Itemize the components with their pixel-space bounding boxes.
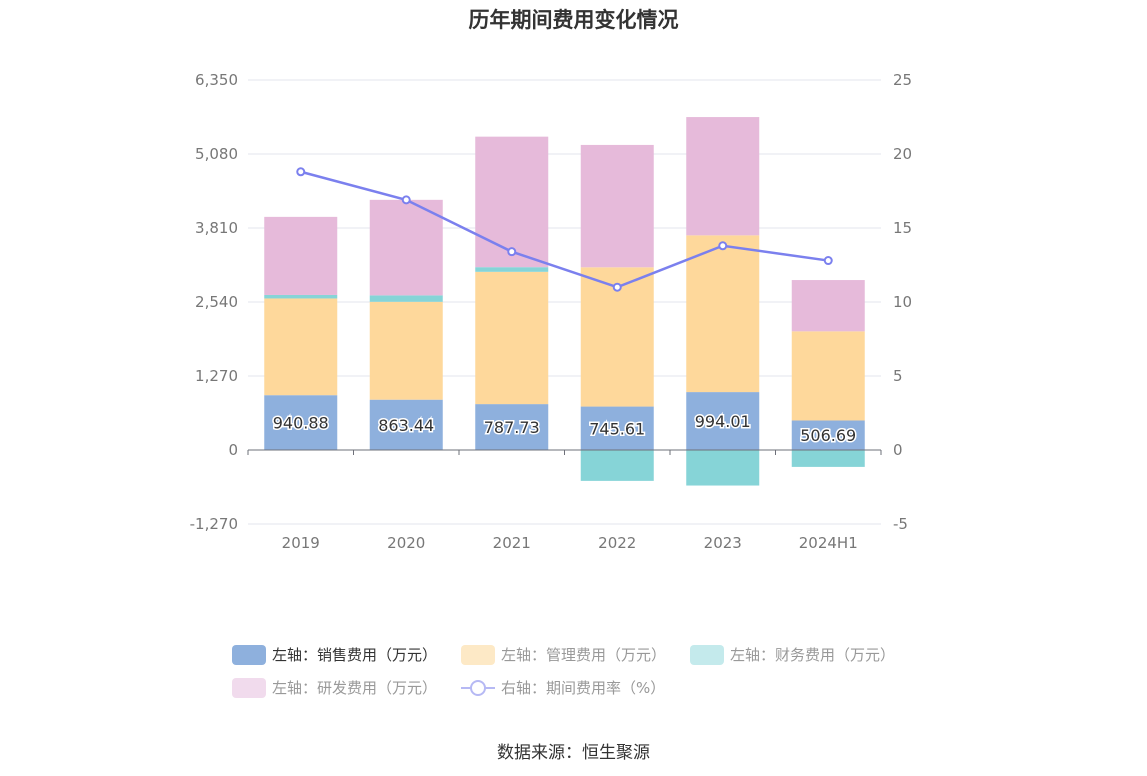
bar-series [264, 117, 865, 486]
bar-admin [264, 298, 338, 396]
bar-sales [369, 399, 443, 450]
left-tick-label: 5,080 [195, 145, 238, 163]
bar-rd [686, 117, 760, 236]
rate-point [296, 167, 306, 177]
left-tick-label: 3,810 [195, 219, 238, 237]
chart-title: 历年期间费用变化情况 [468, 8, 679, 32]
x-axis-ticks: 2019 2020 2021 2022 2023 2024H1 [282, 534, 858, 552]
rate-point [507, 247, 517, 257]
bar-value-labels: 940.88 863.44 787.73 745.61 994.01 506.69 [271, 411, 857, 447]
bar-admin [369, 301, 443, 400]
legend-label-rate: 右轴：期间费用率（%） [501, 679, 666, 697]
bar-rd [791, 280, 865, 332]
x-tick-label: 2023 [704, 534, 742, 552]
bar-finance [369, 295, 443, 302]
x-tick-label: 2019 [282, 534, 320, 552]
legend-item-rate[interactable]: 右轴：期间费用率（%） [461, 677, 665, 698]
bar-value-label: 863.44 [378, 416, 434, 435]
right-tick-label: 15 [893, 219, 912, 237]
bar-sales [475, 404, 549, 450]
data-source: 数据来源：恒生聚源 [497, 743, 650, 763]
x-tick-label: 2020 [387, 534, 425, 552]
bar-admin [686, 235, 760, 393]
bar-admin [791, 331, 865, 421]
rate-point [612, 282, 622, 292]
legend: 左轴：销售费用（万元） 左轴：管理费用（万元） 左轴：财务费用（万元） 左轴：研… [232, 638, 932, 704]
x-tick-label: 2021 [493, 534, 531, 552]
chart-plot: 940.88 863.44 787.73 745.61 994.01 506.69 -1,… [190, 71, 912, 552]
bar-value-label: 787.73 [484, 418, 540, 437]
grid-lines [248, 79, 881, 525]
bar-value-label: 940.88 [273, 414, 329, 433]
bar-value-label: 745.61 [589, 419, 645, 438]
legend-swatch-admin [461, 644, 496, 665]
left-tick-label: 6,350 [195, 71, 238, 89]
legend-swatch-rate [461, 678, 496, 698]
bar-finance [580, 450, 654, 481]
right-tick-label: 20 [893, 145, 912, 163]
legend-label-admin: 左轴：管理费用（万元） [501, 646, 667, 664]
bar-finance [475, 267, 549, 272]
right-tick-label: 0 [893, 441, 903, 459]
x-tick-label: 2024H1 [799, 534, 858, 552]
bar-finance [791, 450, 865, 467]
rate-point [823, 256, 833, 266]
bar-value-label: 506.69 [800, 426, 856, 445]
bar-value-label: 994.01 [695, 412, 751, 431]
left-tick-label: -1,270 [190, 515, 238, 533]
right-tick-label: 5 [893, 367, 903, 385]
left-tick-label: 2,540 [195, 293, 238, 311]
rate-point [401, 195, 411, 205]
legend-label-sales: 左轴：销售费用（万元） [272, 646, 438, 664]
bar-sales [264, 395, 338, 450]
legend-item-sales[interactable]: 左轴：销售费用（万元） [232, 644, 437, 665]
bar-finance [686, 450, 760, 486]
bar-rd [580, 144, 654, 268]
left-tick-label: 0 [228, 441, 238, 459]
right-axis-ticks: -5 0 5 10 15 20 25 [893, 71, 912, 533]
legend-swatch-rd [232, 677, 266, 698]
legend-swatch-sales [232, 644, 266, 665]
legend-label-finance: 左轴：财务费用（万元） [730, 646, 896, 664]
bar-sales [791, 420, 865, 450]
legend-label-rd: 左轴：研发费用（万元） [272, 679, 438, 697]
rate-line-path [300, 170, 829, 289]
bar-rd [369, 199, 443, 296]
right-tick-label: 10 [893, 293, 912, 311]
rate-point [718, 241, 728, 251]
x-tick-label: 2022 [598, 534, 636, 552]
rate-line [296, 167, 833, 292]
right-tick-label: -5 [893, 515, 908, 533]
left-axis-ticks: -1,270 0 1,270 2,540 3,810 5,080 6,350 [190, 71, 238, 533]
legend-swatch-finance [690, 644, 725, 665]
bar-finance [264, 294, 338, 299]
zero-axis [247, 449, 882, 455]
bar-rd [475, 136, 549, 268]
legend-item-admin[interactable]: 左轴：管理费用（万元） [461, 644, 666, 665]
bar-admin [475, 271, 549, 405]
bar-rd [264, 216, 338, 295]
legend-item-rd[interactable]: 左轴：研发费用（万元） [232, 677, 437, 698]
bar-sales [686, 392, 760, 450]
right-tick-label: 25 [893, 71, 912, 89]
bar-sales [580, 406, 654, 450]
legend-item-finance[interactable]: 左轴：财务费用（万元） [690, 644, 895, 665]
left-tick-label: 1,270 [195, 367, 238, 385]
